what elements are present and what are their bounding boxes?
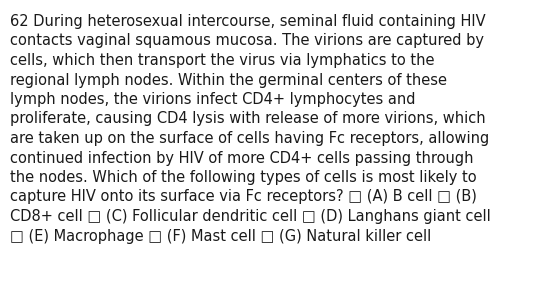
Text: capture HIV onto its surface via Fc receptors? □ (A) B cell □ (B): capture HIV onto its surface via Fc rece… — [10, 190, 477, 205]
Text: □ (E) Macrophage □ (F) Mast cell □ (G) Natural killer cell: □ (E) Macrophage □ (F) Mast cell □ (G) N… — [10, 229, 431, 243]
Text: continued infection by HIV of more CD4+ cells passing through: continued infection by HIV of more CD4+ … — [10, 151, 474, 166]
Text: proliferate, causing CD4 lysis with release of more virions, which: proliferate, causing CD4 lysis with rele… — [10, 112, 485, 127]
Text: the nodes. Which of the following types of cells is most likely to: the nodes. Which of the following types … — [10, 170, 477, 185]
Text: contacts vaginal squamous mucosa. The virions are captured by: contacts vaginal squamous mucosa. The vi… — [10, 33, 484, 49]
Text: CD8+ cell □ (C) Follicular dendritic cell □ (D) Langhans giant cell: CD8+ cell □ (C) Follicular dendritic cel… — [10, 209, 490, 224]
Text: regional lymph nodes. Within the germinal centers of these: regional lymph nodes. Within the germina… — [10, 72, 447, 88]
Text: are taken up on the surface of cells having Fc receptors, allowing: are taken up on the surface of cells hav… — [10, 131, 489, 146]
Text: cells, which then transport the virus via lymphatics to the: cells, which then transport the virus vi… — [10, 53, 435, 68]
Text: lymph nodes, the virions infect CD4+ lymphocytes and: lymph nodes, the virions infect CD4+ lym… — [10, 92, 416, 107]
Text: 62 During heterosexual intercourse, seminal fluid containing HIV: 62 During heterosexual intercourse, semi… — [10, 14, 485, 29]
